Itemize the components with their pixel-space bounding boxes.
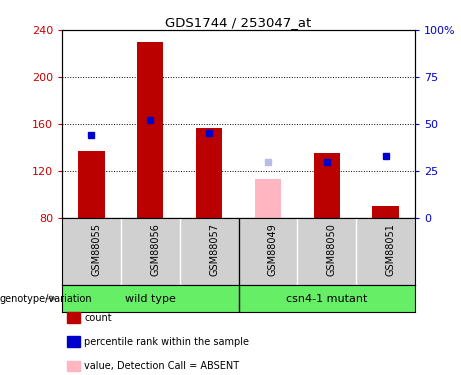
Bar bbox=[66, 312, 79, 322]
Text: GSM88051: GSM88051 bbox=[385, 224, 396, 276]
Text: GSM88049: GSM88049 bbox=[268, 224, 278, 276]
Text: genotype/variation: genotype/variation bbox=[0, 294, 93, 303]
Text: csn4-1 mutant: csn4-1 mutant bbox=[286, 294, 367, 303]
Text: GSM88057: GSM88057 bbox=[209, 224, 219, 276]
Bar bbox=[196, 128, 222, 218]
Bar bbox=[254, 179, 281, 218]
Title: GDS1744 / 253047_at: GDS1744 / 253047_at bbox=[165, 16, 312, 29]
Bar bbox=[313, 153, 340, 218]
Bar bbox=[66, 361, 79, 371]
Text: GSM88055: GSM88055 bbox=[91, 224, 101, 276]
Bar bbox=[78, 151, 105, 218]
Text: GSM88050: GSM88050 bbox=[327, 224, 337, 276]
Text: value, Detection Call = ABSENT: value, Detection Call = ABSENT bbox=[84, 362, 239, 371]
Text: count: count bbox=[84, 313, 112, 322]
Text: wild type: wild type bbox=[125, 294, 176, 303]
Bar bbox=[372, 206, 399, 218]
Text: percentile rank within the sample: percentile rank within the sample bbox=[84, 337, 249, 347]
Text: GSM88056: GSM88056 bbox=[150, 224, 160, 276]
Bar bbox=[137, 42, 164, 218]
Bar bbox=[66, 336, 79, 347]
